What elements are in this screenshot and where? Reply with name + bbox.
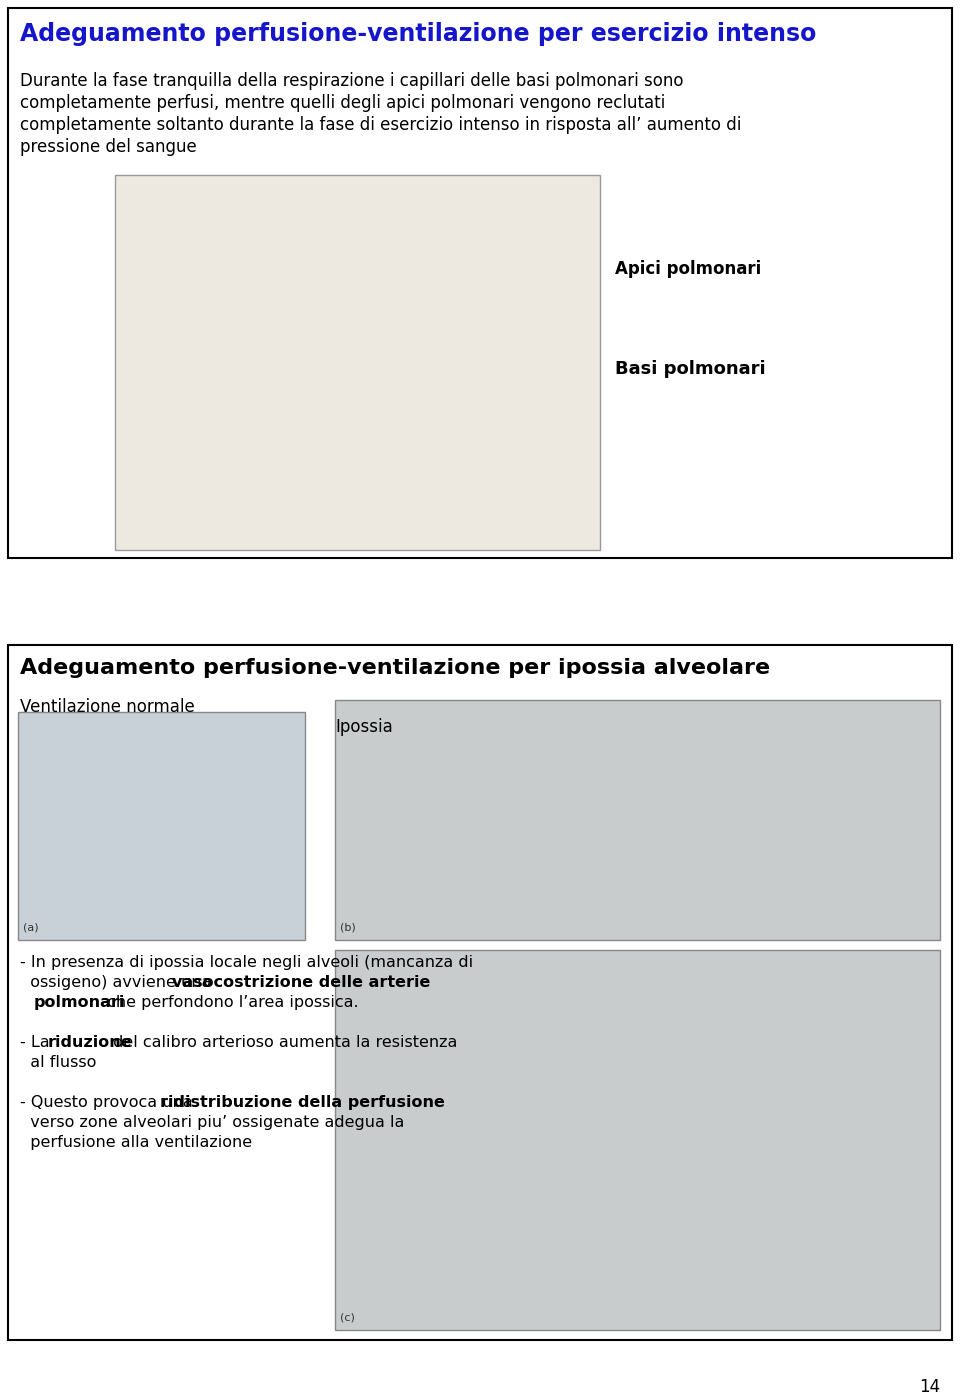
Text: (b): (b) bbox=[340, 921, 356, 933]
Text: Basi polmonari: Basi polmonari bbox=[615, 360, 766, 378]
Bar bbox=[115, 176, 600, 551]
Text: che perfondono l’area ipossica.: che perfondono l’area ipossica. bbox=[102, 995, 359, 1011]
Bar bbox=[18, 712, 305, 940]
Text: polmonari: polmonari bbox=[34, 995, 126, 1011]
Text: completamente soltanto durante la fase di esercizio intenso in risposta all’ aum: completamente soltanto durante la fase d… bbox=[20, 116, 741, 134]
Text: riduzione: riduzione bbox=[48, 1034, 132, 1050]
Text: (a): (a) bbox=[23, 921, 38, 933]
Text: ridistribuzione della perfusione: ridistribuzione della perfusione bbox=[160, 1096, 444, 1110]
Text: al flusso: al flusso bbox=[20, 1055, 96, 1071]
Text: ossigeno) avviene una: ossigeno) avviene una bbox=[20, 974, 217, 990]
Text: Apici polmonari: Apici polmonari bbox=[615, 261, 761, 277]
Text: del calibro arterioso aumenta la resistenza: del calibro arterioso aumenta la resiste… bbox=[108, 1034, 457, 1050]
Text: pressione del sangue: pressione del sangue bbox=[20, 138, 197, 156]
Text: 14: 14 bbox=[920, 1379, 941, 1394]
Text: - Questo provoca una: - Questo provoca una bbox=[20, 1096, 198, 1110]
Text: perfusione alla ventilazione: perfusione alla ventilazione bbox=[20, 1135, 252, 1150]
Bar bbox=[335, 700, 940, 940]
Text: Adeguamento perfusione-ventilazione per ipossia alveolare: Adeguamento perfusione-ventilazione per … bbox=[20, 658, 770, 677]
Text: Adeguamento perfusione-ventilazione per esercizio intenso: Adeguamento perfusione-ventilazione per … bbox=[20, 22, 816, 46]
Text: vasocostrizione delle arterie: vasocostrizione delle arterie bbox=[172, 974, 430, 990]
Text: verso zone alveolari piu’ ossigenate adegua la: verso zone alveolari piu’ ossigenate ade… bbox=[20, 1115, 404, 1131]
Bar bbox=[335, 949, 940, 1330]
Bar bbox=[8, 645, 952, 1340]
Text: Ventilazione normale: Ventilazione normale bbox=[20, 698, 195, 717]
Text: (c): (c) bbox=[340, 1312, 355, 1322]
Text: Durante la fase tranquilla della respirazione i capillari delle basi polmonari s: Durante la fase tranquilla della respira… bbox=[20, 72, 684, 91]
Bar bbox=[8, 8, 952, 558]
Text: Ipossia: Ipossia bbox=[335, 718, 393, 736]
Text: - In presenza di ipossia locale negli alveoli (mancanza di: - In presenza di ipossia locale negli al… bbox=[20, 955, 473, 970]
Text: - La: - La bbox=[20, 1034, 55, 1050]
Text: completamente perfusi, mentre quelli degli apici polmonari vengono reclutati: completamente perfusi, mentre quelli deg… bbox=[20, 93, 665, 112]
